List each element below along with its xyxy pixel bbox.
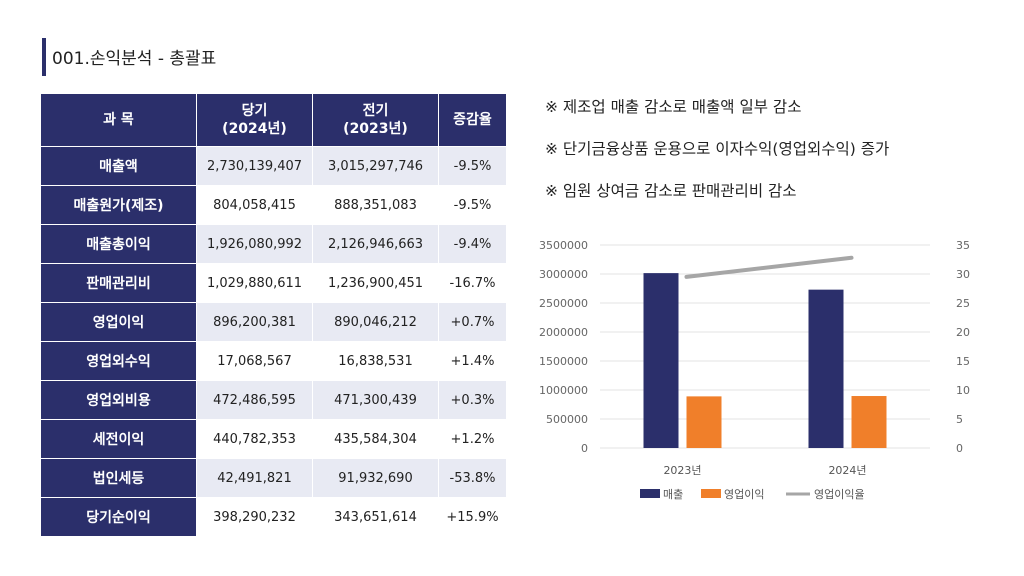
left-tick-label: 500000: [546, 413, 588, 426]
current-value: 472,486,595: [196, 380, 313, 420]
current-value: 1,029,880,611: [196, 263, 313, 303]
combo-chart: 0 500000 1000000 1500000 2000000 2500000 30000…: [539, 239, 970, 501]
change-rate: -9.5%: [438, 185, 507, 225]
legend-label: 영업이익율: [814, 488, 865, 501]
current-value: 440,782,353: [196, 419, 313, 459]
legend-swatch: [640, 489, 660, 498]
bar-매출: [643, 273, 679, 448]
table-row: 영업이익 896,200,381 890,046,212 +0.7%: [40, 302, 507, 342]
table-row: 매출원가(제조) 804,058,415 888,351,083 -9.5%: [40, 185, 507, 225]
left-tick-label: 1000000: [539, 384, 588, 397]
legend-label: 영업이익: [724, 488, 764, 501]
legend-swatch: [701, 489, 721, 498]
prior-value: 888,351,083: [312, 185, 439, 225]
change-rate: -53.8%: [438, 458, 507, 498]
current-value: 896,200,381: [196, 302, 313, 342]
right-tick-label: 0: [956, 442, 963, 455]
header-subject: 과 목: [40, 93, 197, 147]
table-row: 당기순이익 398,290,232 343,651,614 +15.9%: [40, 497, 507, 537]
notes: ※ 제조업 매출 감소로 매출액 일부 감소 ※ 단기금융상품 운용으로 이자수…: [545, 95, 889, 221]
table-row: 매출총이익 1,926,080,992 2,126,946,663 -9.4%: [40, 224, 507, 264]
header-prior: 전기 (2023년): [312, 93, 439, 147]
title-accent-bar: [42, 38, 46, 76]
current-value: 804,058,415: [196, 185, 313, 225]
right-tick-label: 20: [956, 326, 970, 339]
legend-label: 매출: [663, 488, 683, 501]
change-rate: -9.4%: [438, 224, 507, 264]
prior-value: 471,300,439: [312, 380, 439, 420]
prior-value: 16,838,531: [312, 341, 439, 381]
bar-영업이익: [686, 396, 722, 448]
right-tick-label: 5: [956, 413, 963, 426]
right-tick-label: 10: [956, 384, 970, 397]
note-item: ※ 단기금융상품 운용으로 이자수익(영업외수익) 증가: [545, 140, 890, 158]
table-row: 세전이익 440,782,353 435,584,304 +1.2%: [40, 419, 507, 459]
table-header-row: 과 목 당기 (2024년) 전기 (2023년) 증감율: [40, 93, 507, 147]
current-value: 2,730,139,407: [196, 146, 313, 186]
change-rate: +1.4%: [438, 341, 507, 381]
left-tick-label: 2500000: [539, 297, 588, 310]
table-row: 판매관리비 1,029,880,611 1,236,900,451 -16.7%: [40, 263, 507, 303]
row-label: 매출원가(제조): [40, 185, 197, 225]
row-label: 세전이익: [40, 419, 197, 459]
prior-value: 435,584,304: [312, 419, 439, 459]
current-value: 1,926,080,992: [196, 224, 313, 264]
prior-value: 3,015,297,746: [312, 146, 439, 186]
change-rate: -9.5%: [438, 146, 507, 186]
right-tick-label: 25: [956, 297, 970, 310]
row-label: 당기순이익: [40, 497, 197, 537]
row-label: 영업이익: [40, 302, 197, 342]
row-label: 매출총이익: [40, 224, 197, 264]
row-label: 판매관리비: [40, 263, 197, 303]
prior-value: 91,932,690: [312, 458, 439, 498]
header-change: 증감율: [438, 93, 507, 147]
row-label: 법인세등: [40, 458, 197, 498]
prior-value: 1,236,900,451: [312, 263, 439, 303]
category-label: 2023년: [663, 464, 701, 477]
change-rate: +1.2%: [438, 419, 507, 459]
left-tick-label: 3000000: [539, 268, 588, 281]
prior-value: 343,651,614: [312, 497, 439, 537]
left-tick-label: 2000000: [539, 326, 588, 339]
line-영업이익율: [684, 255, 854, 279]
row-label: 영업외비용: [40, 380, 197, 420]
current-value: 398,290,232: [196, 497, 313, 537]
left-tick-label: 0: [581, 442, 588, 455]
bar-매출: [808, 289, 844, 448]
table-row: 영업외비용 472,486,595 471,300,439 +0.3%: [40, 380, 507, 420]
right-tick-label: 35: [956, 239, 970, 252]
prior-value: 890,046,212: [312, 302, 439, 342]
right-tick-label: 30: [956, 268, 970, 281]
left-tick-label: 3500000: [539, 239, 588, 252]
change-rate: -16.7%: [438, 263, 507, 303]
right-tick-label: 15: [956, 355, 970, 368]
header-current: 당기 (2024년): [196, 93, 313, 147]
income-summary-table: 과 목 당기 (2024년) 전기 (2023년) 증감율 매출액 2,730,13…: [40, 93, 507, 537]
current-value: 17,068,567: [196, 341, 313, 381]
note-item: ※ 제조업 매출 감소로 매출액 일부 감소: [545, 98, 802, 116]
change-rate: +0.3%: [438, 380, 507, 420]
table-row: 법인세등 42,491,821 91,932,690 -53.8%: [40, 458, 507, 498]
left-tick-label: 1500000: [539, 355, 588, 368]
current-value: 42,491,821: [196, 458, 313, 498]
change-rate: +0.7%: [438, 302, 507, 342]
category-label: 2024년: [828, 464, 866, 477]
prior-value: 2,126,946,663: [312, 224, 439, 264]
note-item: ※ 임원 상여금 감소로 판매관리비 감소: [545, 182, 797, 200]
table-row: 매출액 2,730,139,407 3,015,297,746 -9.5%: [40, 146, 507, 186]
row-label: 영업외수익: [40, 341, 197, 381]
page-title: 001.손익분석 - 총괄표: [52, 49, 217, 69]
table-row: 영업외수익 17,068,567 16,838,531 +1.4%: [40, 341, 507, 381]
change-rate: +15.9%: [438, 497, 507, 537]
row-label: 매출액: [40, 146, 197, 186]
bar-영업이익: [851, 396, 887, 448]
